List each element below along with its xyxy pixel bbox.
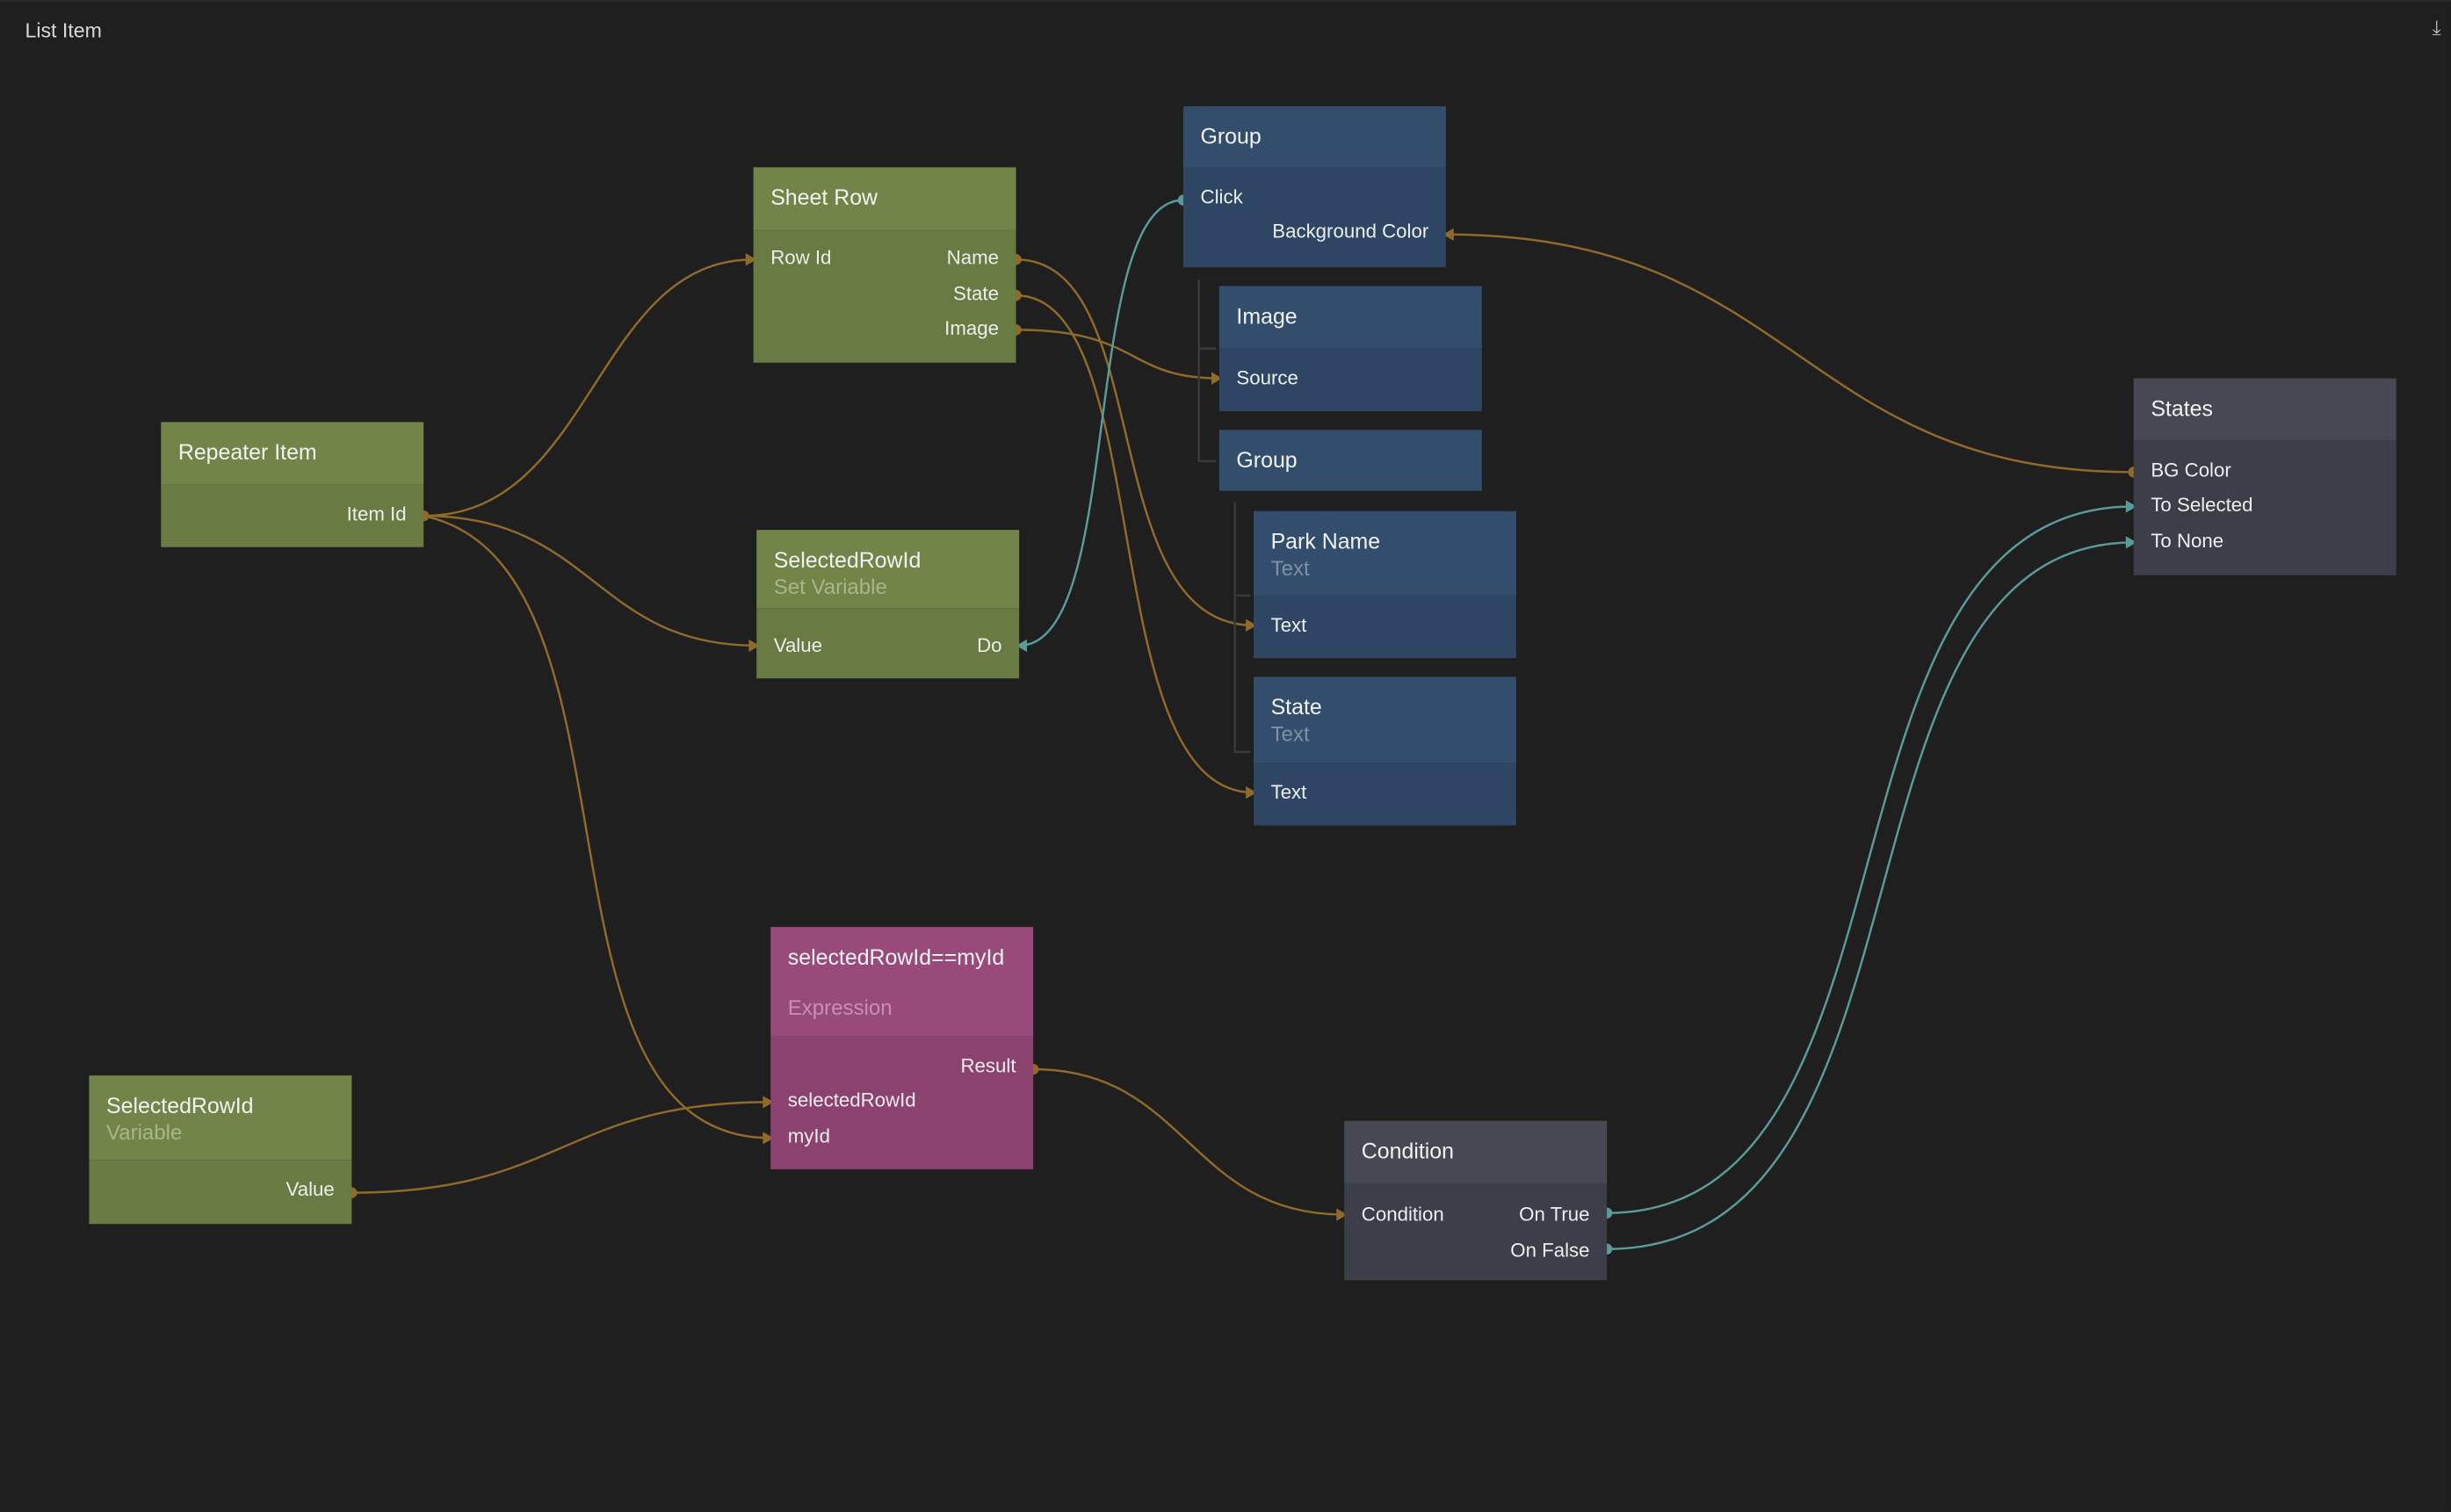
- tree-line: [1197, 279, 1251, 754]
- wire-itemid-value: [423, 514, 757, 647]
- states-node[interactable]: States BG Color To Selected To None: [2133, 378, 2397, 575]
- port-selectedrowid[interactable]: selectedRowId: [787, 1089, 916, 1112]
- port-name[interactable]: Name: [946, 247, 999, 270]
- wire-image-source: [1016, 329, 1219, 380]
- node-title: Repeater Item: [177, 438, 317, 465]
- port-bg-color[interactable]: BG Color: [2151, 459, 2231, 482]
- variable-node[interactable]: SelectedRowId Variable Value: [89, 1075, 352, 1225]
- port-to-none[interactable]: To None: [2151, 530, 2224, 553]
- node-type: Expression: [787, 995, 893, 1020]
- node-title: Group: [1236, 446, 1298, 473]
- port-source[interactable]: Source: [1236, 367, 1298, 390]
- port-on-true[interactable]: On True: [1519, 1204, 1590, 1226]
- port-state[interactable]: State: [953, 283, 999, 305]
- node-title: Sheet Row: [770, 184, 878, 210]
- set-variable-node[interactable]: SelectedRowId Set Variable Value Do: [756, 530, 1020, 679]
- wire-bgcolor: [1445, 233, 2134, 474]
- port-click[interactable]: Click: [1200, 185, 1243, 208]
- node-title: selectedRowId==myId: [787, 944, 1005, 970]
- port-background-color[interactable]: Background Color: [1272, 220, 1429, 242]
- port-result[interactable]: Result: [960, 1055, 1016, 1077]
- node-type: Variable: [105, 1120, 183, 1145]
- park-name-text-node[interactable]: Park Name Text Text: [1253, 510, 1516, 659]
- node-title: Image: [1236, 303, 1298, 329]
- wire-itemid-rowid: [423, 258, 754, 517]
- group-node[interactable]: Group Click Background Color: [1182, 105, 1446, 268]
- group-inner-node[interactable]: Group: [1218, 430, 1482, 491]
- node-title: Condition: [1361, 1138, 1455, 1163]
- condition-node[interactable]: Condition Condition On True On False: [1344, 1120, 1608, 1281]
- port-on-false[interactable]: On False: [1510, 1239, 1590, 1262]
- download-icon[interactable]: ⤓: [2432, 15, 2441, 40]
- port-image[interactable]: Image: [944, 317, 999, 340]
- port-value[interactable]: Value: [286, 1178, 335, 1201]
- node-title: Park Name: [1270, 528, 1381, 553]
- node-title: State: [1270, 694, 1322, 720]
- node-type: Set Variable: [773, 575, 887, 599]
- node-title: Group: [1200, 123, 1262, 149]
- wire-variable-selectedrowid: [351, 1101, 771, 1194]
- wire-state-text: [1016, 294, 1254, 794]
- port-item-id[interactable]: Item Id: [346, 503, 407, 525]
- node-type: Text: [1270, 722, 1310, 746]
- wire-name-text: [1016, 258, 1254, 626]
- port-value[interactable]: Value: [773, 634, 822, 657]
- component-title: List Item: [25, 18, 102, 43]
- node-title: SelectedRowId: [773, 546, 922, 573]
- wire-click-do: [1019, 199, 1183, 647]
- port-condition[interactable]: Condition: [1361, 1204, 1444, 1226]
- port-myid[interactable]: myId: [787, 1125, 830, 1148]
- port-text[interactable]: Text: [1270, 781, 1307, 804]
- sheet-row-node[interactable]: Sheet Row Row Id Name State Image: [753, 167, 1016, 363]
- repeater-item-node[interactable]: Repeater Item Item Id: [161, 422, 424, 547]
- port-text[interactable]: Text: [1270, 614, 1307, 637]
- expression-node[interactable]: selectedRowId==myId Expression Result sel…: [770, 927, 1034, 1169]
- port-row-id[interactable]: Row Id: [770, 247, 832, 270]
- wire-itemid-myid: [423, 514, 771, 1139]
- node-title: States: [2151, 395, 2213, 421]
- wire-result-condition: [1033, 1067, 1345, 1216]
- port-to-selected[interactable]: To Selected: [2151, 494, 2253, 517]
- state-text-node[interactable]: State Text Text: [1253, 676, 1516, 826]
- node-type: Text: [1270, 556, 1310, 581]
- image-node[interactable]: Image Source: [1218, 286, 1482, 411]
- wire-onfalse-tonone: [1607, 541, 2134, 1250]
- port-do[interactable]: Do: [977, 634, 1002, 657]
- node-title: SelectedRowId: [105, 1092, 254, 1118]
- wire-ontrue-toselected: [1607, 505, 2134, 1214]
